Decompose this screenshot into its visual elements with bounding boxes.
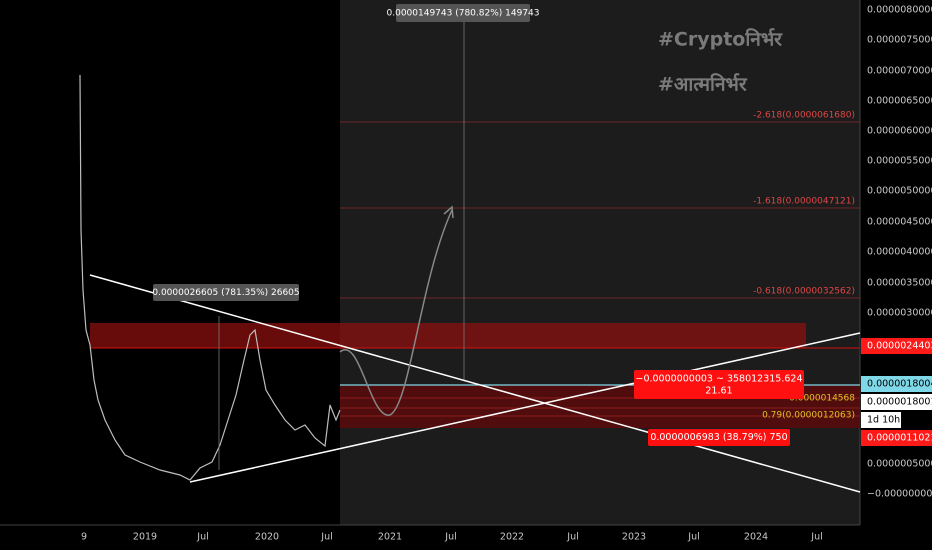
time-label: Jul xyxy=(196,532,208,543)
price-label: 0.0000040000 xyxy=(867,247,932,258)
range-text: 21.61 xyxy=(705,386,732,397)
price-badge: 0.0000018001 xyxy=(867,397,932,408)
time-label: 9 xyxy=(81,532,87,543)
trend-line xyxy=(189,332,861,483)
tooltip-bg xyxy=(396,4,530,22)
price-label: 0.0000060000 xyxy=(867,126,932,137)
drop-box xyxy=(648,429,790,446)
price-label: 0.0000075000 xyxy=(867,35,932,46)
fib-label: -0.618(0.0000032562) xyxy=(753,287,855,297)
price-label: −0.0000000000 xyxy=(867,489,932,500)
time-label: Jul xyxy=(320,532,332,543)
time-label: 2022 xyxy=(500,532,524,543)
range-box xyxy=(634,370,804,399)
drop-text: 0.0000006983 (38.79%) 750 xyxy=(650,432,787,443)
price-badge: 0.0000018004 xyxy=(867,379,932,390)
time-label: Jul xyxy=(444,532,456,543)
tooltip: 0.0000026605 (781.35%) 26605 xyxy=(152,288,299,298)
price-label: 0.0000065000 xyxy=(867,96,932,107)
projection-arrow xyxy=(339,209,453,416)
price-label: 0.0000055000 xyxy=(867,156,932,167)
resistance-zone xyxy=(90,323,806,348)
badge xyxy=(861,394,932,410)
fib-label: -1.618(0.0000047121) xyxy=(753,197,855,207)
time-label: 2019 xyxy=(133,532,157,543)
price-badge: 0.0000011021 xyxy=(867,433,932,444)
trend-line xyxy=(89,274,861,493)
hashtag: #Cryptoनिर्भर xyxy=(658,28,783,51)
time-label: 2023 xyxy=(622,532,646,543)
price-action xyxy=(79,74,341,481)
range-text: −0.0000000003 ~ 358012315.624 xyxy=(635,374,802,385)
price-axis: 0.0000080000 0.0000075000 0.0000070000 0.00… xyxy=(867,5,932,500)
tooltip-bg xyxy=(153,284,299,301)
badge xyxy=(861,430,932,446)
time-label: 2024 xyxy=(744,532,768,543)
time-label: 2020 xyxy=(255,532,279,543)
badge xyxy=(861,412,901,428)
tooltip: 0.0000149743 (780.82%) 149743 xyxy=(387,9,540,19)
price-label: 0.0000070000 xyxy=(867,66,932,77)
shaded-projection xyxy=(340,0,860,525)
badge xyxy=(861,376,932,392)
time-label: Jul xyxy=(687,532,699,543)
fib-label: 0.0000014568 xyxy=(789,394,855,404)
hashtag: #आत्मनिर्भर xyxy=(658,73,748,96)
price-label: 0.0000005000 xyxy=(867,459,932,470)
fib-label: -2.618(0.0000061680) xyxy=(753,111,855,121)
time-label: 2021 xyxy=(378,532,402,543)
badge xyxy=(861,338,932,354)
arrow-head xyxy=(443,205,454,219)
price-label: 0.0000035000 xyxy=(867,278,932,289)
price-label: 0.0000045000 xyxy=(867,217,932,228)
time-axis: 9 2019 Jul 2020 Jul 2021 Jul 2022 Jul 2023 Jul 2024… xyxy=(81,532,823,543)
time-label: Jul xyxy=(566,532,578,543)
price-label: 0.0000050000 xyxy=(867,186,932,197)
time-label: Jul xyxy=(810,532,822,543)
price-badge: 0.0000024403 xyxy=(867,341,932,352)
price-badge: 1d 10h xyxy=(867,415,900,426)
price-label: 0.0000080000 xyxy=(867,5,932,16)
price-label: 0.0000030000 xyxy=(867,308,932,319)
fib-label: 0.79(0.0000012063) xyxy=(762,411,855,421)
